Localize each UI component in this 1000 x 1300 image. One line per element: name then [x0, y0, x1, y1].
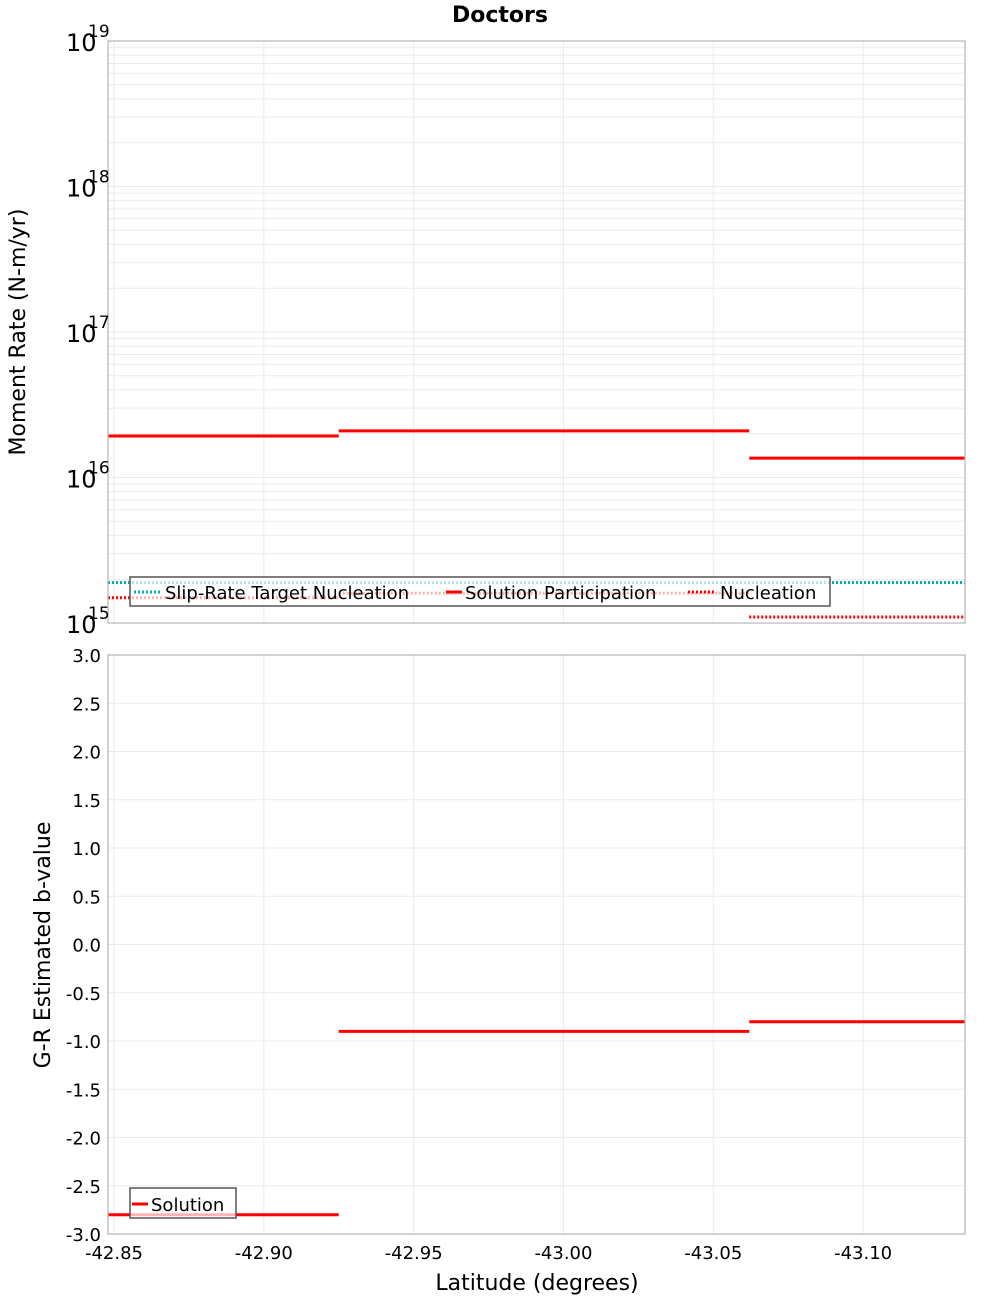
top-plot-frame — [107, 40, 966, 624]
x-tick-label: -43.10 — [834, 1243, 892, 1264]
top-grid — [108, 41, 965, 624]
legend-label-target: Slip-Rate Target Nucleation — [165, 583, 409, 604]
bottom-legend: Solution — [129, 1187, 237, 1219]
x-ticks: -42.85 -42.90 -42.95 -43.00 -43.05 -43.10 — [85, 1243, 892, 1264]
y-tick-label: -0.5 — [66, 984, 101, 1005]
y-tick-exponent: 17 — [88, 313, 110, 333]
y-tick-label: -3.0 — [66, 1225, 101, 1246]
chart-title: Doctors — [452, 3, 548, 28]
x-tick-label: -42.95 — [385, 1243, 443, 1264]
y-tick-label: 10 — [66, 611, 97, 639]
y-tick-label: 10 — [66, 320, 97, 348]
y-tick-label: 3.0 — [72, 646, 101, 667]
bottom-plot-frame — [107, 654, 966, 1235]
x-tick-label: -43.05 — [684, 1243, 742, 1264]
top-y-axis-label: Moment Rate (N-m/yr) — [6, 209, 31, 456]
legend-label-participation: Solution Participation — [465, 583, 656, 604]
y-tick-exponent: 18 — [88, 168, 110, 188]
bottom-y-ticks: 3.0 2.5 2.0 1.5 1.0 0.5 0.0 -0.5 -1.0 -1.5 -2.0 -2.… — [66, 646, 101, 1246]
x-tick-label: -42.85 — [85, 1243, 143, 1264]
top-legend: Slip-Rate Target Nucleation Solution Par… — [129, 576, 831, 607]
y-tick-exponent: 16 — [88, 459, 110, 479]
legend-label-nucleation: Nucleation — [720, 583, 816, 604]
legend-label-solution: Solution — [151, 1195, 224, 1216]
y-tick-label: 10 — [66, 466, 97, 494]
y-tick-label: 2.0 — [72, 743, 101, 764]
b-value-panel: 3.0 2.5 2.0 1.5 1.0 0.5 0.0 -0.5 -1.0 -1.5 -2.0 -2.… — [31, 646, 966, 1296]
x-tick-label: -42.90 — [235, 1243, 293, 1264]
y-tick-exponent: 15 — [88, 604, 110, 624]
y-tick-label: -1.0 — [66, 1032, 101, 1053]
y-tick-label: 1.0 — [72, 839, 101, 860]
x-axis-label: Latitude (degrees) — [435, 1271, 638, 1296]
y-tick-label: 10 — [66, 175, 97, 203]
y-tick-label: 2.5 — [72, 694, 101, 715]
x-tick-label: -43.00 — [534, 1243, 592, 1264]
y-tick-label: -2.5 — [66, 1177, 101, 1198]
y-tick-label: 1.5 — [72, 791, 101, 812]
bottom-y-axis-label: G-R Estimated b-value — [31, 822, 56, 1069]
y-tick-label: -2.0 — [66, 1129, 101, 1150]
y-tick-label: -1.5 — [66, 1080, 101, 1101]
y-tick-label: 0.5 — [72, 887, 101, 908]
y-tick-exponent: 19 — [88, 22, 110, 42]
y-tick-label: 10 — [66, 29, 97, 57]
y-tick-label: 0.0 — [72, 936, 101, 957]
